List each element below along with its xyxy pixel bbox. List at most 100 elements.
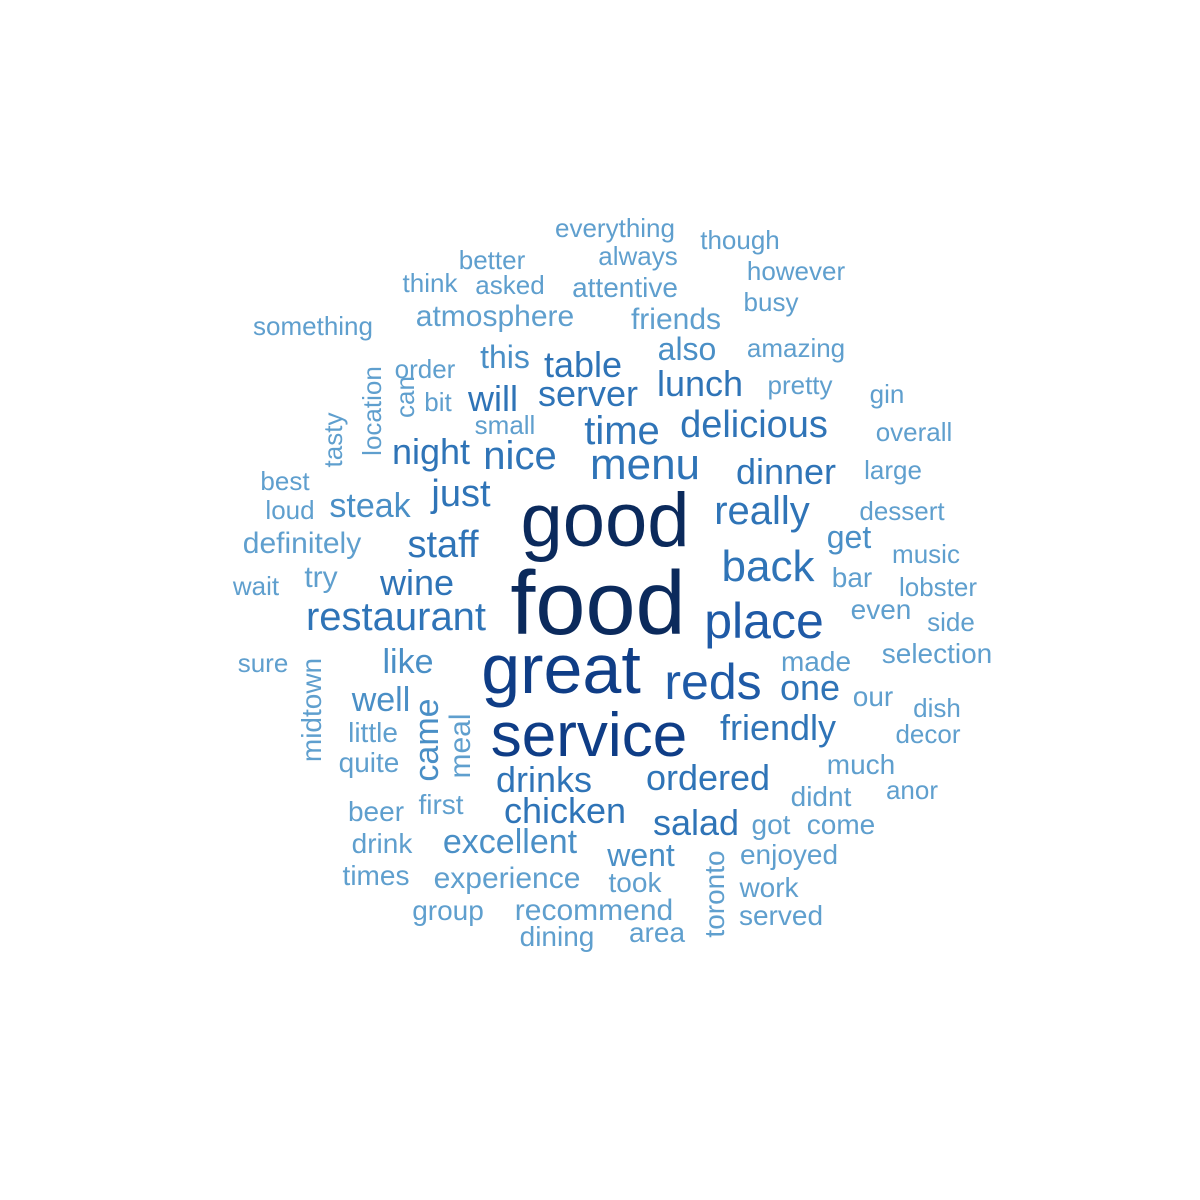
word-also: also: [657, 331, 717, 367]
word-nice: nice: [483, 434, 557, 478]
word-menu: menu: [589, 440, 701, 489]
word-work: work: [739, 872, 799, 903]
word-place: place: [704, 593, 824, 649]
word-think: think: [402, 268, 458, 298]
word-night: night: [391, 431, 471, 472]
word-came: came: [408, 698, 446, 782]
word-pretty: pretty: [767, 370, 833, 400]
word-friends: friends: [630, 303, 722, 336]
word-table: table: [543, 344, 623, 385]
word-times: times: [342, 860, 410, 891]
word-music: music: [892, 539, 960, 569]
word-recommend: recommend: [514, 894, 674, 927]
word-made: made: [780, 646, 852, 677]
word-sure: sure: [237, 648, 289, 678]
word-drinks: drinks: [495, 759, 593, 800]
word-midtown: midtown: [296, 657, 327, 763]
word-get: get: [826, 519, 872, 555]
word-lunch: lunch: [656, 363, 744, 404]
word-reds: reds: [664, 654, 762, 710]
word-atmosphere: atmosphere: [415, 300, 575, 333]
word-good: good: [520, 478, 690, 563]
word-went: went: [607, 837, 675, 873]
word-order: order: [394, 354, 456, 384]
word-our: our: [852, 681, 894, 712]
word-much: much: [826, 749, 896, 780]
word-location: location: [357, 366, 387, 456]
word-loud: loud: [265, 495, 315, 525]
word-ordered: ordered: [645, 757, 771, 798]
word-bit: bit: [424, 387, 452, 417]
word-tasty: tasty: [318, 412, 348, 468]
word-back: back: [721, 542, 815, 591]
word-one: one: [779, 667, 841, 708]
word-wait: wait: [232, 571, 280, 601]
word-asked: asked: [475, 270, 545, 300]
word-bar: bar: [831, 562, 873, 593]
word-meal: meal: [444, 713, 477, 779]
word-try: try: [304, 561, 338, 594]
word-like: like: [382, 643, 434, 681]
word-always: always: [598, 241, 678, 271]
word-drink: drink: [351, 828, 413, 859]
word-salad: salad: [652, 802, 740, 843]
word-staff: staff: [407, 524, 479, 566]
word-dining: dining: [519, 921, 595, 952]
word-gin: gin: [869, 379, 905, 409]
word-anor: anor: [885, 775, 939, 805]
word-better: better: [458, 245, 526, 275]
word-large: large: [864, 455, 922, 485]
word-great: great: [481, 630, 641, 708]
word-steak: steak: [329, 487, 411, 525]
word-restaurant: restaurant: [305, 595, 487, 639]
word-busy: busy: [743, 287, 799, 317]
word-friendly: friendly: [719, 707, 837, 748]
word-selection: selection: [881, 638, 993, 669]
word-decor: decor: [895, 719, 961, 749]
word-quite: quite: [338, 747, 400, 778]
word-just: just: [431, 473, 491, 515]
word-best: best: [260, 466, 310, 496]
word-served: served: [738, 900, 824, 931]
word-this: this: [480, 339, 530, 375]
word-something: something: [253, 311, 373, 341]
word-first: first: [418, 789, 464, 820]
word-even: even: [850, 594, 912, 625]
word-toronto: toronto: [699, 850, 730, 938]
word-time: time: [584, 409, 660, 453]
word-excellent: excellent: [442, 823, 578, 861]
word-experience: experience: [433, 862, 581, 895]
word-overall: overall: [875, 417, 953, 447]
word-beer: beer: [347, 796, 405, 827]
word-however: however: [746, 256, 846, 286]
word-enjoyed: enjoyed: [739, 839, 839, 870]
word-definitely: definitely: [242, 527, 362, 560]
word-little: little: [348, 717, 398, 748]
word-dish: dish: [913, 693, 961, 723]
word-delicious: delicious: [680, 404, 828, 446]
word-lobster: lobster: [898, 572, 978, 602]
word-dinner: dinner: [735, 451, 837, 492]
word-wine: wine: [379, 562, 455, 603]
word-attentive: attentive: [572, 272, 678, 303]
word-dessert: dessert: [859, 496, 945, 526]
word-everything: everything: [555, 213, 675, 243]
word-well: well: [351, 681, 411, 719]
word-come: come: [806, 809, 876, 840]
word-didnt: didnt: [790, 781, 852, 812]
word-amazing: amazing: [746, 333, 846, 363]
word-can: can: [390, 376, 420, 418]
word-server: server: [537, 373, 639, 414]
word-got: got: [751, 809, 791, 840]
word-group: group: [412, 895, 484, 926]
word-really: really: [714, 489, 810, 533]
word-took: took: [608, 867, 662, 898]
word-though: though: [700, 225, 780, 255]
word-service: service: [490, 701, 688, 770]
word-chicken: chicken: [503, 790, 627, 831]
word-will: will: [468, 378, 518, 419]
word-food: food: [510, 554, 686, 654]
word-area: area: [628, 917, 686, 948]
word-small: small: [474, 410, 536, 440]
